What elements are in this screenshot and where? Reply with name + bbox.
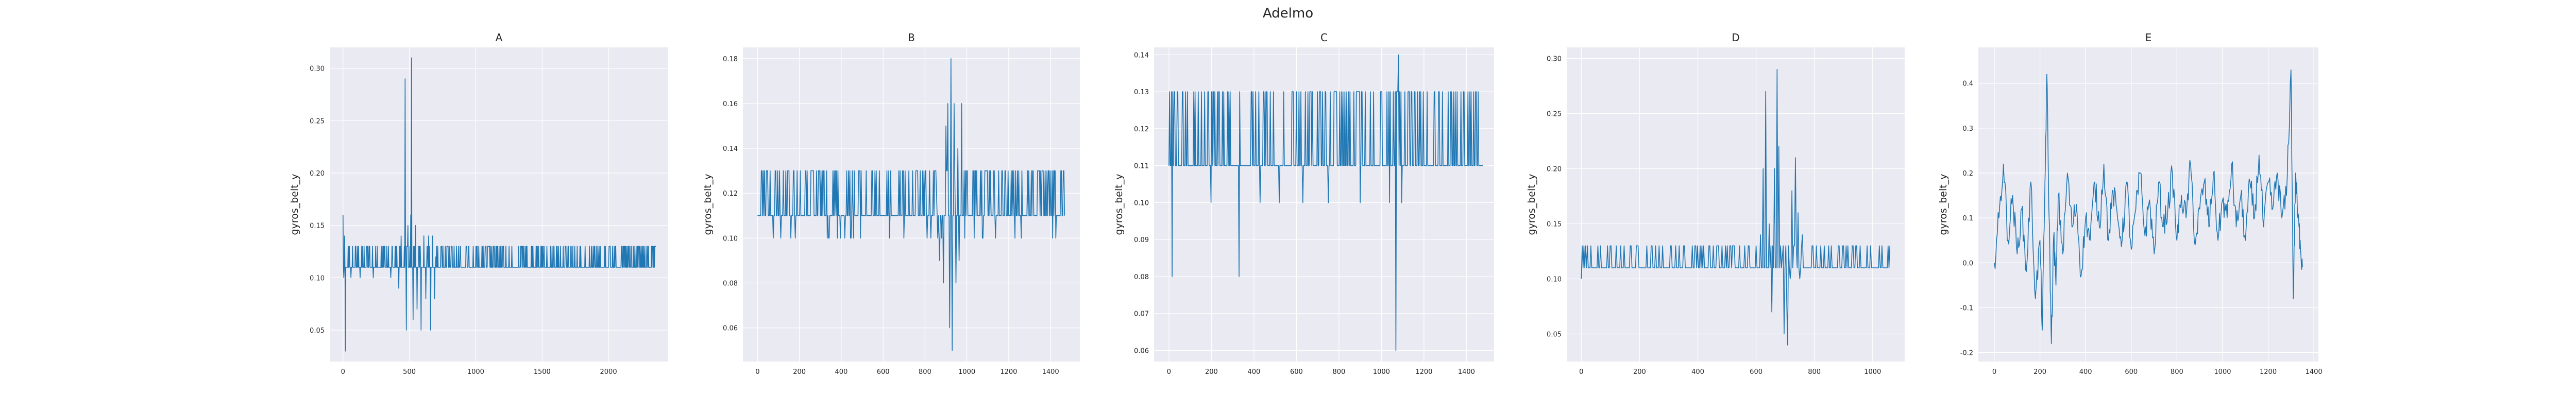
y-tick-label: 0.20 <box>1547 165 1562 173</box>
y-tick-label: 0.30 <box>1547 55 1562 63</box>
x-tick-label: 600 <box>2125 368 2138 376</box>
y-tick-label: -0.2 <box>1960 350 1973 357</box>
subplot-A: 0 500 1000 1500 2000 0.05 0.10 0.15 0.20 0.25 0.30… <box>289 31 668 376</box>
y-tick-label: 0.11 <box>1134 163 1149 170</box>
y-tick-label: -0.1 <box>1960 304 1973 312</box>
y-tick-label: 0.12 <box>723 190 738 198</box>
x-tick-label: 1500 <box>534 368 551 376</box>
x-tick-label: 400 <box>1691 368 1704 376</box>
y-tick-label: 0.25 <box>310 117 325 125</box>
subplot-D: 0 200 400 600 800 1000 0.05 0.10 0.15 0.20 0.25 0.3… <box>1526 31 1905 376</box>
y-tick-label: 0.0 <box>1962 260 1973 267</box>
x-tick-label: 1400 <box>1042 368 1059 376</box>
y-tick-label: 0.07 <box>1134 311 1149 318</box>
y-tick-label: 0.14 <box>723 145 738 153</box>
x-tick-label: 1400 <box>1458 368 1475 376</box>
subplot-E: 0 200 400 600 800 1000 1200 1400 -0.2 -0.1 0.0 0.1 0… <box>1938 31 2323 376</box>
y-tick-label: 0.30 <box>310 65 325 73</box>
y-tick-label: 0.08 <box>1134 273 1149 281</box>
y-tick-label: 0.3 <box>1962 125 1973 133</box>
x-tick-label: 200 <box>1205 368 1218 376</box>
x-tick-label: 1000 <box>1864 368 1881 376</box>
y-tick-label: 0.4 <box>1962 80 1973 88</box>
x-tick-label: 1200 <box>2260 368 2277 376</box>
x-tick-label: 200 <box>793 368 806 376</box>
y-tick-label: 0.25 <box>1547 110 1562 118</box>
y-tick-label: 0.06 <box>1134 347 1149 355</box>
x-tick-label: 400 <box>835 368 848 376</box>
y-tick-label: 0.08 <box>723 280 738 288</box>
y-tick-label: 0.16 <box>723 100 738 108</box>
subplot-title: B <box>908 31 915 44</box>
y-tick-label: 0.15 <box>310 222 325 230</box>
series-line <box>757 58 1065 351</box>
y-tick-label: 0.18 <box>723 56 738 63</box>
y-tick-label: 0.14 <box>1134 52 1149 59</box>
x-tick-label: 400 <box>2079 368 2092 376</box>
y-axis-label: gyros_belt_y <box>702 174 714 235</box>
x-tick-label: 0 <box>1579 368 1583 376</box>
subplot-title: E <box>2145 31 2152 44</box>
x-tick-label: 0 <box>1167 368 1171 376</box>
y-axis-label: gyros_belt_y <box>1526 174 1537 235</box>
subplot-C: 0 200 400 600 800 1000 1200 1400 0.06 0.07 0.08 0.0… <box>1113 31 1494 376</box>
plot-area <box>743 47 1080 362</box>
x-tick-label: 800 <box>2171 368 2183 376</box>
y-tick-label: 0.05 <box>1547 331 1562 338</box>
x-tick-label: 800 <box>1808 368 1821 376</box>
x-tick-label: 800 <box>919 368 931 376</box>
y-tick-label: 0.1 <box>1962 215 1973 222</box>
plot-area <box>1567 47 1905 362</box>
subplot-B: 0 200 400 600 800 1000 1200 1400 0.06 0.08 0.10 0.1… <box>702 31 1080 376</box>
x-tick-label: 500 <box>403 368 416 376</box>
plot-area <box>330 47 668 362</box>
y-axis-label: gyros_belt_y <box>1113 174 1125 235</box>
y-tick-label: 0.2 <box>1962 170 1973 178</box>
y-tick-label: 0.15 <box>1547 220 1562 228</box>
figure-title: Adelmo <box>1263 6 1313 21</box>
y-tick-label: 0.12 <box>1134 126 1149 133</box>
plot-area <box>1154 47 1494 362</box>
x-tick-label: 1000 <box>1373 368 1390 376</box>
y-tick-label: 0.20 <box>310 170 325 178</box>
x-tick-label: 1000 <box>2214 368 2231 376</box>
y-axis-label: gyros_belt_y <box>289 174 300 235</box>
series-line <box>343 57 656 352</box>
y-tick-label: 0.05 <box>310 327 325 335</box>
x-tick-label: 200 <box>1633 368 1646 376</box>
x-tick-label: 2000 <box>600 368 617 376</box>
x-tick-label: 800 <box>1332 368 1345 376</box>
x-tick-label: 600 <box>1750 368 1762 376</box>
x-tick-label: 1400 <box>2306 368 2323 376</box>
x-tick-label: 0 <box>755 368 759 376</box>
x-tick-label: 600 <box>877 368 890 376</box>
x-tick-label: 600 <box>1290 368 1303 376</box>
x-tick-label: 1000 <box>958 368 975 376</box>
x-tick-label: 1200 <box>1000 368 1017 376</box>
x-tick-label: 1200 <box>1415 368 1432 376</box>
x-tick-label: 0 <box>341 368 345 376</box>
subplot-title: C <box>1320 31 1328 44</box>
series-line <box>1994 69 2303 344</box>
y-tick-label: 0.09 <box>1134 236 1149 244</box>
x-tick-label: 200 <box>2033 368 2046 376</box>
y-tick-label: 0.13 <box>1134 89 1149 96</box>
x-tick-label: 400 <box>1247 368 1260 376</box>
x-tick-label: 1000 <box>467 368 484 376</box>
subplots: 0 500 1000 1500 20000.050.100.150.200.250.30… <box>289 31 2323 376</box>
y-tick-label: 0.06 <box>723 325 738 333</box>
y-tick-label: 0.10 <box>1134 199 1149 207</box>
series-line <box>1581 69 1890 346</box>
y-tick-label: 0.10 <box>310 274 325 282</box>
y-tick-label: 0.10 <box>723 235 738 243</box>
series-line <box>1168 54 1483 351</box>
x-tick-label: 0 <box>1992 368 1996 376</box>
y-axis-label: gyros_belt_y <box>1938 174 1949 235</box>
subplot-title: D <box>1732 31 1739 44</box>
y-tick-label: 0.10 <box>1547 276 1562 283</box>
subplot-title: A <box>496 31 503 44</box>
